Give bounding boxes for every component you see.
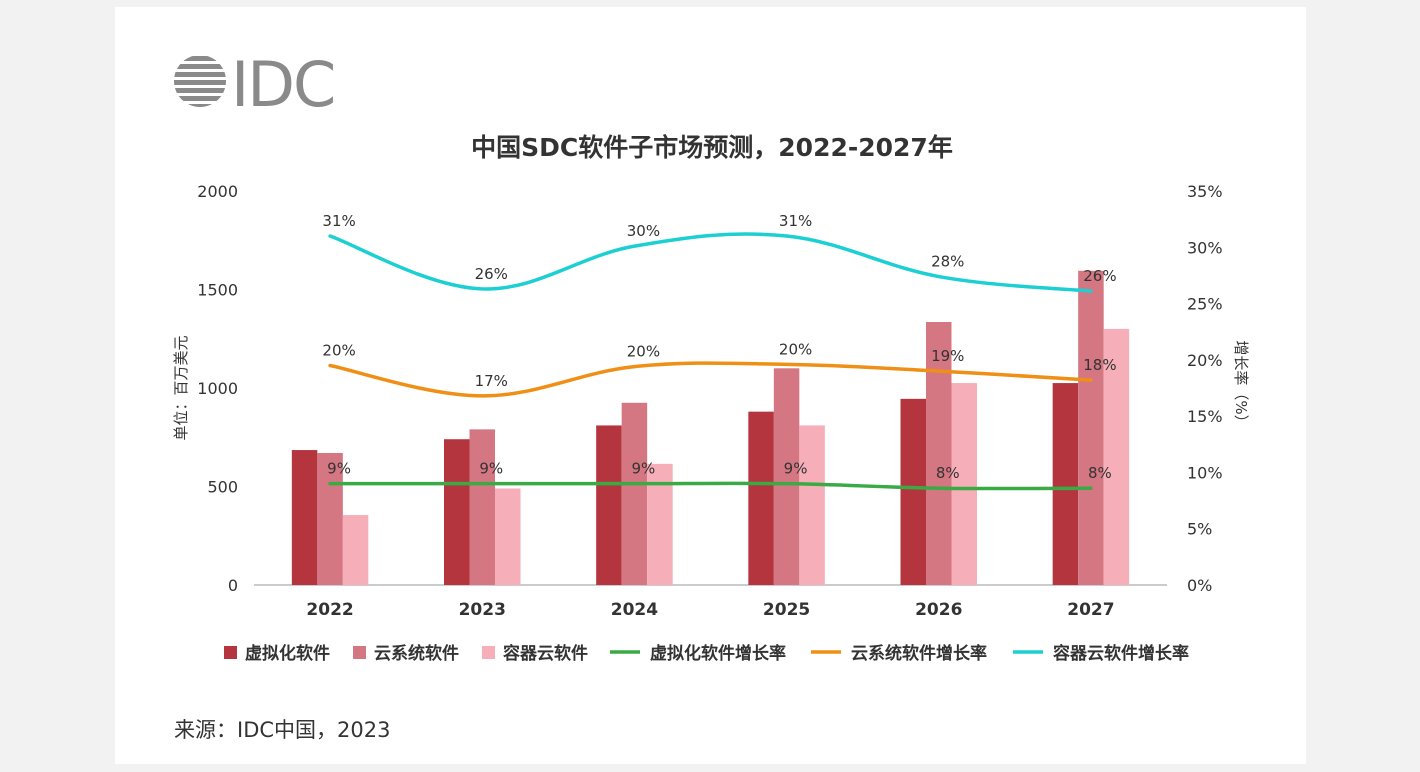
y-tick-label: 0 <box>228 576 238 595</box>
bar-0-2023 <box>444 439 470 585</box>
y2-axis-label: 增长率（%） <box>1232 340 1250 429</box>
y2-tick-label: 25% <box>1187 295 1223 314</box>
x-tick-label: 2023 <box>459 600 506 620</box>
data-label: 31% <box>779 212 812 230</box>
data-label: 18% <box>1083 356 1116 374</box>
data-label: 9% <box>479 460 503 478</box>
bar-0-2025 <box>748 411 774 585</box>
data-label: 9% <box>327 460 351 478</box>
data-label: 19% <box>931 347 964 365</box>
data-label: 20% <box>627 343 660 361</box>
y2-tick-label: 35% <box>1187 182 1223 201</box>
data-label: 31% <box>322 212 355 230</box>
data-label: 30% <box>627 222 660 240</box>
x-tick-label: 2022 <box>306 600 353 620</box>
legend-swatch <box>224 646 237 659</box>
y-tick-label: 1000 <box>197 379 238 398</box>
y2-tick-label: 20% <box>1187 351 1223 370</box>
line-1 <box>328 361 1093 398</box>
data-label: 28% <box>931 253 964 271</box>
bar-1-2023 <box>469 429 495 585</box>
data-label: 8% <box>936 464 960 482</box>
bar-2-2027 <box>1103 328 1130 585</box>
bar-1-2024 <box>621 402 648 585</box>
y2-tick-label: 15% <box>1187 407 1223 426</box>
y-tick-label: 2000 <box>197 182 238 201</box>
bar-1-2027 <box>1078 270 1104 585</box>
data-label: 26% <box>1083 267 1116 285</box>
data-label: 26% <box>475 265 508 283</box>
bar-2-2022 <box>342 515 369 585</box>
bar-0-2022 <box>291 450 318 585</box>
data-label: 20% <box>779 340 812 358</box>
y-tick-label: 1500 <box>197 281 238 300</box>
legend-label: 虚拟化软件增长率 <box>650 643 786 664</box>
legend-swatch <box>353 646 366 659</box>
y-axis-label: 单位：百万美元 <box>172 335 190 440</box>
bar-1-2026 <box>926 322 952 585</box>
data-label: 9% <box>632 460 656 478</box>
x-tick-label: 2024 <box>611 600 658 620</box>
idc-logo: IDC <box>173 48 353 121</box>
y-tick-label: 500 <box>207 478 238 497</box>
logo-text: IDC <box>231 52 334 112</box>
chart-title: 中国SDC软件子市场预测，2022-2027年 <box>471 133 953 162</box>
legend-swatch <box>482 646 495 659</box>
bar-1-2025 <box>773 368 800 585</box>
y2-tick-label: 10% <box>1187 463 1223 482</box>
x-tick-label: 2025 <box>763 600 810 620</box>
legend-label: 容器云软件增长率 <box>1053 643 1189 664</box>
x-tick-label: 2026 <box>915 600 962 620</box>
data-label: 8% <box>1088 464 1112 482</box>
bar-2-2026 <box>951 383 977 585</box>
bar-1-2022 <box>317 453 343 585</box>
y2-tick-label: 30% <box>1187 238 1223 257</box>
bar-0-2024 <box>596 425 622 585</box>
y2-tick-label: 5% <box>1187 520 1212 539</box>
legend-label: 容器云软件 <box>503 643 588 664</box>
bar-2-2023 <box>495 488 521 585</box>
line-2 <box>328 232 1093 293</box>
line-0 <box>328 481 1093 491</box>
y2-tick-label: 0% <box>1187 576 1212 595</box>
legend-label: 虚拟化软件 <box>245 643 330 664</box>
data-label: 20% <box>322 341 355 359</box>
bar-0-2027 <box>1052 383 1079 585</box>
bar-2-2025 <box>799 425 825 585</box>
data-label: 17% <box>475 372 508 390</box>
x-tick-label: 2027 <box>1067 600 1114 620</box>
legend-label: 云系统软件 <box>374 643 459 664</box>
source-note: 来源：IDC中国，2023 <box>174 718 391 742</box>
legend-label: 云系统软件增长率 <box>851 643 987 664</box>
data-label: 9% <box>784 460 808 478</box>
bar-0-2026 <box>900 398 926 585</box>
